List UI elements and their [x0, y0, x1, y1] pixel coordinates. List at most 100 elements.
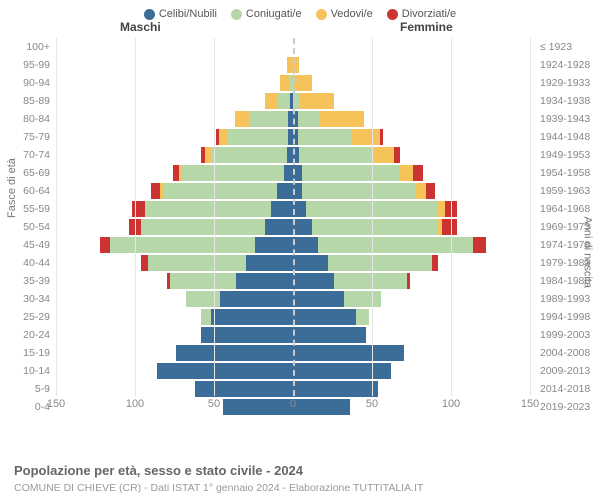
birth-year-label: 1994-1998 [540, 308, 600, 326]
column-headers: Maschi Femmine [0, 20, 600, 38]
bar-segment [320, 111, 364, 127]
bar-segment [236, 273, 293, 289]
legend-label: Celibi/Nubili [159, 8, 217, 20]
age-label: 45-49 [0, 236, 50, 254]
female-bar [293, 381, 378, 397]
female-bar [293, 327, 366, 343]
legend: Celibi/NubiliConiugati/eVedovi/eDivorzia… [0, 0, 600, 20]
bar-segment [400, 165, 413, 181]
x-tick-label: 50 [208, 398, 220, 410]
bar-segment [100, 237, 109, 253]
bar-segment [298, 111, 320, 127]
bar-segment [328, 255, 432, 271]
bar-segment [265, 219, 293, 235]
female-bar [293, 201, 457, 217]
male-bar [173, 165, 293, 181]
age-label: 75-79 [0, 128, 50, 146]
bar-segment [280, 75, 289, 91]
male-bar [201, 309, 293, 325]
header-male: Maschi [120, 20, 161, 34]
y-axis-birth-labels: ≤ 19231924-19281929-19331934-19381939-19… [540, 38, 600, 416]
chart-area: Fasce di età Anni di nascita 100+95-9990… [0, 38, 600, 434]
age-label: 70-74 [0, 146, 50, 164]
bar-segment [380, 129, 383, 145]
bar-segment [302, 165, 400, 181]
female-bar [293, 273, 410, 289]
bar-segment [228, 129, 288, 145]
gridline [372, 38, 373, 396]
bar-segment [293, 381, 378, 397]
birth-year-label: 1969-1973 [540, 218, 600, 236]
age-label: 95-99 [0, 56, 50, 74]
male-bar [265, 93, 293, 109]
age-label: 100+ [0, 38, 50, 56]
age-label: 0-4 [0, 398, 50, 416]
birth-year-label: 2004-2008 [540, 344, 600, 362]
bar-segment [293, 237, 318, 253]
bar-segment [201, 327, 293, 343]
birth-year-label: 2014-2018 [540, 380, 600, 398]
bar-segment [141, 219, 264, 235]
legend-label: Vedovi/e [331, 8, 373, 20]
birth-year-label: 1974-1978 [540, 236, 600, 254]
bar-segment [298, 129, 352, 145]
birth-year-label: 2019-2023 [540, 398, 600, 416]
bar-segment [211, 147, 287, 163]
female-bar [293, 147, 400, 163]
bar-segment [110, 237, 255, 253]
bar-segment [186, 291, 221, 307]
female-bar [293, 93, 334, 109]
female-bar [293, 75, 312, 91]
male-bar [195, 381, 293, 397]
bar-segment [351, 129, 379, 145]
bar-segment [442, 219, 458, 235]
legend-swatch [231, 9, 242, 20]
legend-label: Divorziati/e [402, 8, 456, 20]
bar-segment [148, 255, 246, 271]
bar-segment [170, 273, 236, 289]
bar-segment [271, 201, 293, 217]
bar-segment [293, 255, 328, 271]
bar-segment [293, 345, 404, 361]
bar-segment [255, 237, 293, 253]
female-bar [293, 129, 383, 145]
birth-year-label: 1989-1993 [540, 290, 600, 308]
birth-year-label: 1929-1933 [540, 74, 600, 92]
female-bar [293, 363, 391, 379]
legend-swatch [387, 9, 398, 20]
age-label: 35-39 [0, 272, 50, 290]
bar-segment [293, 363, 391, 379]
bar-segment [182, 165, 283, 181]
male-bar [167, 273, 293, 289]
bar-segment [163, 183, 277, 199]
age-label: 50-54 [0, 218, 50, 236]
male-bar [176, 345, 293, 361]
male-bar [151, 183, 293, 199]
female-bar [293, 183, 435, 199]
birth-year-label: 1984-1988 [540, 272, 600, 290]
age-label: 85-89 [0, 92, 50, 110]
male-bar [141, 255, 293, 271]
x-tick-label: 0 [290, 398, 296, 410]
age-label: 10-14 [0, 362, 50, 380]
birth-year-label: 1954-1958 [540, 164, 600, 182]
age-label: 40-44 [0, 254, 50, 272]
male-bar [132, 201, 293, 217]
bar-segment [344, 291, 382, 307]
y-axis-age-labels: 100+95-9990-9485-8980-8475-7970-7465-696… [0, 38, 50, 416]
bar-segment [277, 183, 293, 199]
legend-item: Vedovi/e [316, 8, 373, 20]
age-label: 15-19 [0, 344, 50, 362]
x-tick-label: 100 [442, 398, 460, 410]
age-label: 20-24 [0, 326, 50, 344]
birth-year-label: 1979-1983 [540, 254, 600, 272]
birth-year-label: 1959-1963 [540, 182, 600, 200]
female-bar [293, 291, 381, 307]
bar-segment [473, 237, 486, 253]
x-axis: 15010050050100150 [56, 398, 530, 416]
bar-segment [334, 273, 407, 289]
bar-segment [195, 381, 293, 397]
bar-segment [201, 309, 210, 325]
x-tick-label: 150 [47, 398, 65, 410]
header-female: Femmine [400, 20, 453, 34]
